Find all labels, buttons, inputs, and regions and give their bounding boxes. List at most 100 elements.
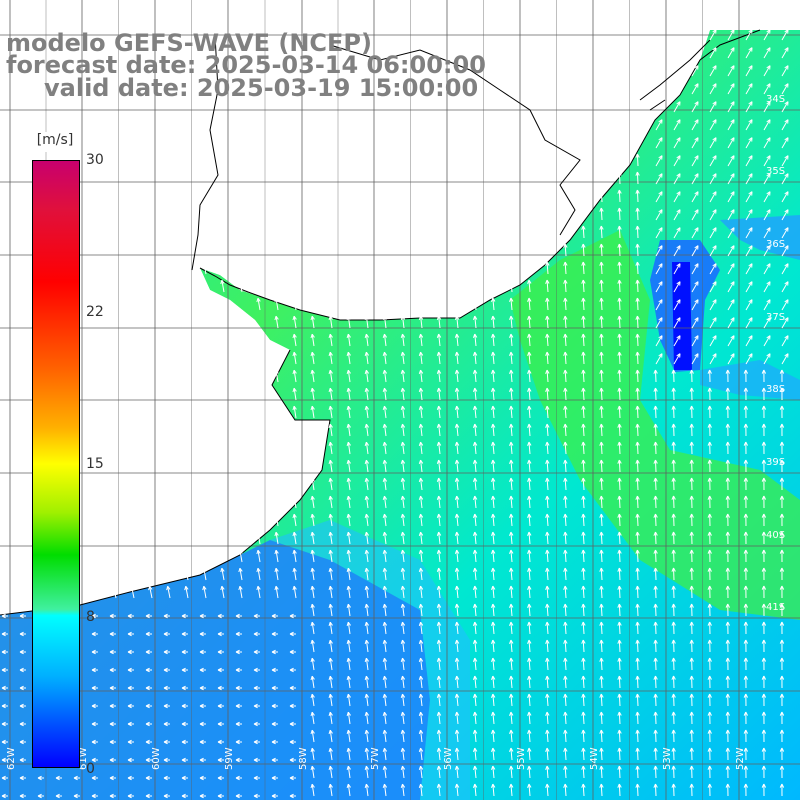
wind-arrow-head (617, 585, 622, 590)
wind-arrow-head (436, 513, 442, 519)
wind-arrow-head (292, 387, 297, 393)
wind-arrow-head (527, 459, 532, 464)
wind-arrow-head (509, 549, 514, 554)
wind-arrow-head (779, 531, 785, 536)
wind-arrow (456, 334, 459, 347)
wind-arrow (420, 748, 423, 761)
wind-arrow-head (382, 639, 388, 645)
wind-arrow (510, 550, 513, 563)
wind-arrow-head (766, 353, 771, 358)
wind-arrow (781, 173, 789, 185)
wind-arrow-head (527, 675, 532, 680)
wind-arrow-head (599, 711, 604, 716)
wind-arrow (456, 460, 459, 473)
wind-arrow (438, 334, 441, 347)
wind-arrow-head (217, 649, 222, 655)
wind-arrow-head (509, 657, 514, 662)
wind-arrow-head (581, 297, 586, 302)
wind-arrow (600, 441, 603, 455)
wind-arrow (727, 335, 735, 347)
wind-arrow-head (725, 675, 730, 680)
wind-arrow-head (766, 155, 771, 160)
wind-arrow-head (364, 729, 370, 735)
wind-arrow-head (635, 747, 640, 752)
wind-arrow-head (400, 351, 406, 357)
wind-arrow-head (635, 171, 640, 176)
wind-arrow (203, 586, 207, 599)
wind-arrow (618, 603, 621, 617)
wind-arrow-head (725, 387, 730, 392)
wind-arrow-head (271, 703, 276, 709)
wind-arrow-head (653, 747, 658, 752)
wind-arrow-head (91, 757, 96, 763)
wind-arrow (781, 299, 789, 311)
wind-arrow-head (454, 675, 460, 681)
wind-arrow (528, 712, 531, 725)
wind-arrow-head (712, 299, 717, 304)
wind-arrow (618, 783, 621, 797)
wind-arrow-head (617, 279, 622, 284)
wind-arrow-head (671, 621, 676, 626)
wind-arrow-head (199, 757, 204, 763)
wind-arrow (600, 603, 603, 617)
wind-arrow-head (217, 667, 222, 673)
wind-arrow-head (712, 281, 717, 286)
wind-arrow (347, 316, 351, 329)
wind-arrow-head (472, 549, 478, 554)
wind-arrow (311, 406, 315, 419)
wind-arrow-head (730, 335, 735, 340)
wind-arrow (546, 549, 549, 563)
wind-arrow (655, 353, 663, 365)
wind-arrow (275, 298, 279, 311)
wind-arrow-head (418, 729, 424, 735)
wind-arrow (402, 406, 405, 419)
wind-arrow-head (109, 739, 114, 745)
wind-arrow (311, 334, 315, 347)
wind-arrow-head (509, 531, 514, 536)
wind-arrow-head (472, 405, 478, 410)
wind-arrow (221, 586, 225, 599)
wind-arrow (311, 532, 315, 545)
wind-arrow-head (127, 613, 132, 619)
wind-arrow (546, 279, 549, 293)
wind-arrow (528, 730, 531, 743)
wind-arrow (383, 604, 387, 617)
wind-arrow (582, 549, 585, 563)
wind-arrow-head (725, 459, 730, 464)
wind-arrow (618, 351, 621, 365)
wind-arrow (618, 315, 621, 329)
wind-arrow-head (653, 477, 658, 482)
wind-arrow (673, 227, 681, 239)
wind-arrow-head (292, 585, 297, 591)
wind-arrow (383, 622, 387, 635)
wind-arrow-head (145, 667, 150, 673)
wind-arrow (347, 496, 351, 509)
wind-arrow-head (292, 369, 297, 375)
wind-arrow (727, 47, 735, 59)
wind-arrow (763, 137, 771, 149)
wind-arrow (600, 243, 603, 257)
wind-arrow (275, 370, 279, 383)
wind-arrow-head (418, 513, 424, 519)
wind-arrow-head (545, 639, 550, 644)
wind-arrow-head (19, 667, 24, 673)
wind-arrow-head (527, 783, 532, 788)
wind-arrow (365, 586, 369, 599)
wind-arrow (763, 65, 771, 77)
wind-arrow (402, 766, 405, 779)
wind-arrow (383, 694, 387, 707)
wind-arrow (510, 784, 513, 797)
wind-arrow-head (328, 639, 333, 645)
wind-arrow-head (689, 459, 694, 464)
wind-arrow-head (635, 477, 640, 482)
wind-arrow-head (490, 657, 496, 662)
wind-arrow-head (127, 757, 132, 763)
wind-arrow-head (581, 495, 586, 500)
wind-arrow (600, 351, 603, 365)
wind-arrow-head (766, 119, 771, 124)
wind-arrow-head (109, 631, 114, 637)
wind-arrow (420, 514, 423, 527)
wind-arrow-head (671, 729, 676, 734)
wind-arrow (636, 531, 639, 545)
wind-arrow-head (743, 729, 749, 734)
